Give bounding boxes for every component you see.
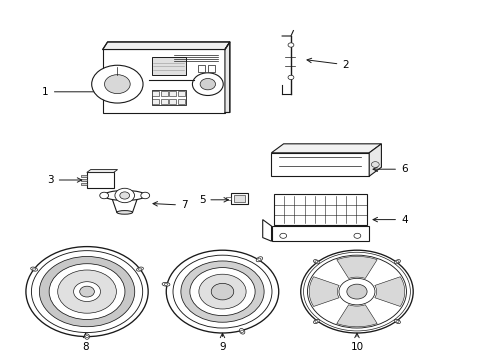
Circle shape [189, 267, 255, 316]
Circle shape [164, 283, 167, 285]
Bar [169, 91, 176, 96]
Circle shape [314, 261, 317, 263]
Circle shape [346, 284, 366, 299]
Circle shape [33, 268, 36, 270]
Ellipse shape [141, 192, 149, 199]
Circle shape [395, 261, 398, 263]
Circle shape [279, 233, 286, 238]
Bar [81, 175, 87, 177]
Circle shape [49, 264, 125, 320]
Circle shape [73, 282, 101, 301]
Bar [198, 65, 205, 72]
Ellipse shape [313, 319, 319, 324]
Circle shape [92, 65, 143, 103]
Ellipse shape [256, 257, 262, 262]
Polygon shape [111, 195, 138, 212]
Ellipse shape [162, 282, 169, 286]
Text: 10: 10 [350, 333, 363, 352]
Bar [169, 99, 176, 104]
Polygon shape [336, 305, 376, 327]
Circle shape [338, 278, 374, 305]
Circle shape [257, 258, 261, 260]
Circle shape [287, 43, 293, 47]
Circle shape [31, 251, 142, 333]
Bar [178, 99, 184, 104]
Circle shape [287, 75, 293, 80]
Bar [152, 99, 159, 104]
Ellipse shape [31, 267, 38, 271]
Polygon shape [336, 256, 376, 279]
Circle shape [300, 250, 412, 333]
Circle shape [314, 320, 317, 323]
Polygon shape [224, 42, 229, 112]
Text: 5: 5 [198, 195, 228, 205]
Circle shape [173, 255, 271, 328]
Bar [273, 194, 366, 225]
Text: 2: 2 [306, 58, 348, 70]
Bar [87, 172, 113, 188]
Bar [225, 197, 231, 200]
Ellipse shape [100, 192, 108, 199]
Bar [161, 91, 167, 96]
Ellipse shape [117, 211, 132, 214]
Circle shape [395, 320, 398, 323]
Bar [81, 183, 87, 185]
Polygon shape [102, 42, 229, 49]
Polygon shape [271, 144, 381, 153]
Text: 1: 1 [42, 87, 101, 97]
Circle shape [166, 250, 278, 333]
Bar [207, 65, 215, 72]
Circle shape [307, 255, 406, 328]
Text: 9: 9 [219, 333, 225, 352]
Polygon shape [262, 220, 271, 241]
Ellipse shape [104, 190, 145, 201]
Circle shape [353, 233, 360, 238]
Circle shape [85, 336, 88, 338]
Bar [234, 195, 244, 202]
Text: 4: 4 [372, 215, 407, 225]
Circle shape [200, 78, 215, 90]
Text: 6: 6 [372, 164, 407, 174]
Circle shape [39, 256, 134, 327]
Ellipse shape [394, 260, 400, 264]
Text: 8: 8 [82, 333, 89, 352]
Polygon shape [368, 144, 381, 176]
Polygon shape [374, 277, 404, 306]
Circle shape [181, 261, 264, 322]
Circle shape [115, 188, 134, 203]
Bar [102, 49, 224, 112]
Circle shape [199, 274, 245, 309]
Bar [152, 91, 159, 96]
Ellipse shape [136, 267, 143, 271]
Circle shape [192, 73, 223, 95]
Polygon shape [308, 277, 339, 306]
Bar [151, 57, 185, 75]
Circle shape [120, 192, 129, 199]
Ellipse shape [313, 260, 319, 264]
Circle shape [80, 286, 94, 297]
Bar [178, 91, 184, 96]
Bar [151, 90, 185, 105]
Bar [81, 179, 87, 181]
Bar [271, 153, 368, 176]
Polygon shape [87, 170, 117, 172]
Circle shape [58, 270, 116, 313]
Text: 3: 3 [47, 175, 81, 185]
Ellipse shape [84, 334, 89, 339]
Circle shape [138, 268, 141, 270]
Bar [230, 193, 247, 204]
Circle shape [211, 283, 233, 300]
Bar [161, 99, 167, 104]
Circle shape [240, 330, 243, 332]
Ellipse shape [394, 319, 400, 324]
Circle shape [26, 247, 148, 337]
Circle shape [104, 75, 130, 94]
Circle shape [371, 162, 379, 167]
Bar [271, 226, 368, 241]
Ellipse shape [239, 328, 244, 334]
Text: 7: 7 [153, 200, 187, 210]
